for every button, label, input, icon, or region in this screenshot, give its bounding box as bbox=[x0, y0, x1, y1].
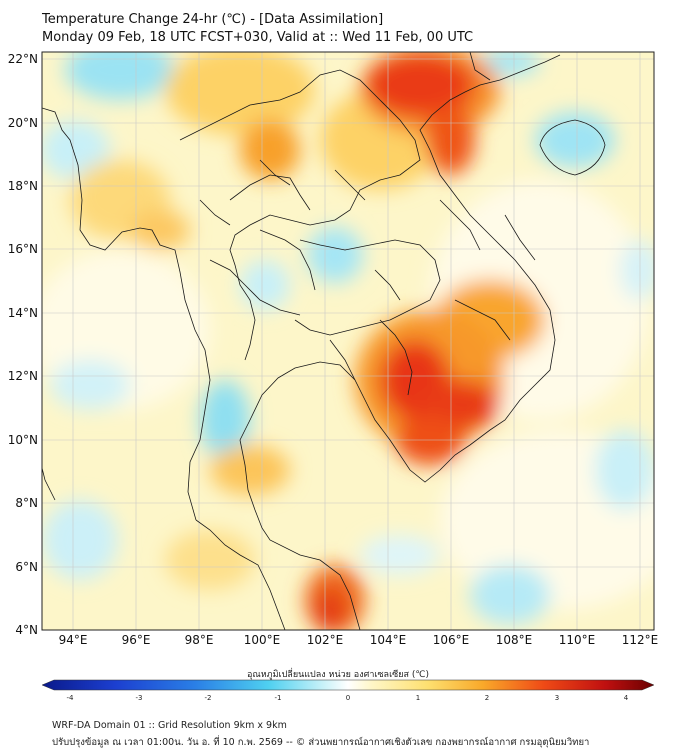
latitude-labels: 22°N 20°N 18°N 16°N 14°N 12°N 10°N 8°N 6… bbox=[8, 52, 38, 637]
temperature-change-map: 22°N 20°N 18°N 16°N 14°N 12°N 10°N 8°N 6… bbox=[8, 51, 659, 700]
lon-label: 100°E bbox=[244, 633, 281, 647]
lon-label: 94°E bbox=[59, 633, 88, 647]
lon-label: 108°E bbox=[496, 633, 533, 647]
map-frame bbox=[41, 51, 655, 631]
footer-update-info: ปรับปรุงข้อมูล ณ เวลา 01:00น. วัน อ. ที่… bbox=[52, 737, 590, 748]
lat-label: 12°N bbox=[8, 369, 38, 383]
temperature-field bbox=[42, 52, 654, 630]
longitude-labels: 94°E 96°E 98°E 100°E 102°E 104°E 106°E 1… bbox=[59, 633, 659, 647]
lon-label: 106°E bbox=[433, 633, 470, 647]
lon-label: 102°E bbox=[307, 633, 344, 647]
colorbar-tick: 3 bbox=[555, 694, 559, 700]
colorbar: -4 -3 -2 -1 0 1 2 3 4 bbox=[41, 679, 655, 700]
lon-label: 110°E bbox=[559, 633, 596, 647]
coastlines-and-borders bbox=[42, 52, 606, 630]
lat-label: 6°N bbox=[15, 560, 38, 574]
lat-label: 20°N bbox=[8, 116, 38, 130]
lat-label: 10°N bbox=[8, 433, 38, 447]
footer-model-info: WRF-DA Domain 01 :: Grid Resolution 9km … bbox=[52, 720, 287, 731]
lon-label: 96°E bbox=[122, 633, 151, 647]
lon-label: 112°E bbox=[622, 633, 659, 647]
lat-label: 18°N bbox=[8, 179, 38, 193]
lat-label: 16°N bbox=[8, 242, 38, 256]
colorbar-tick: 4 bbox=[624, 694, 629, 700]
lon-label: 104°E bbox=[370, 633, 407, 647]
colorbar-tick: -4 bbox=[67, 694, 75, 700]
colorbar-tick: -2 bbox=[205, 694, 212, 700]
colorbar-tick: -3 bbox=[136, 694, 143, 700]
colorbar-tick: -1 bbox=[275, 694, 282, 700]
lat-label: 8°N bbox=[15, 496, 38, 510]
colorbar-gradient bbox=[41, 679, 655, 691]
lat-label: 22°N bbox=[8, 52, 38, 66]
colorbar-label: อุณหภูมิเปลี่ยนแปลง หน่วย องศาเซลเซียส (… bbox=[246, 670, 430, 680]
map-subtitle: Monday 09 Feb, 18 UTC FCST+030, Valid at… bbox=[42, 30, 474, 45]
map-title: Temperature Change 24-hr (℃) - [Data Ass… bbox=[42, 12, 384, 27]
colorbar-tick: 2 bbox=[485, 694, 489, 700]
colorbar-tick: 1 bbox=[416, 694, 420, 700]
lon-label: 98°E bbox=[185, 633, 214, 647]
colorbar-tick: 0 bbox=[346, 694, 350, 700]
lat-label: 4°N bbox=[15, 623, 38, 637]
lat-label: 14°N bbox=[8, 306, 38, 320]
